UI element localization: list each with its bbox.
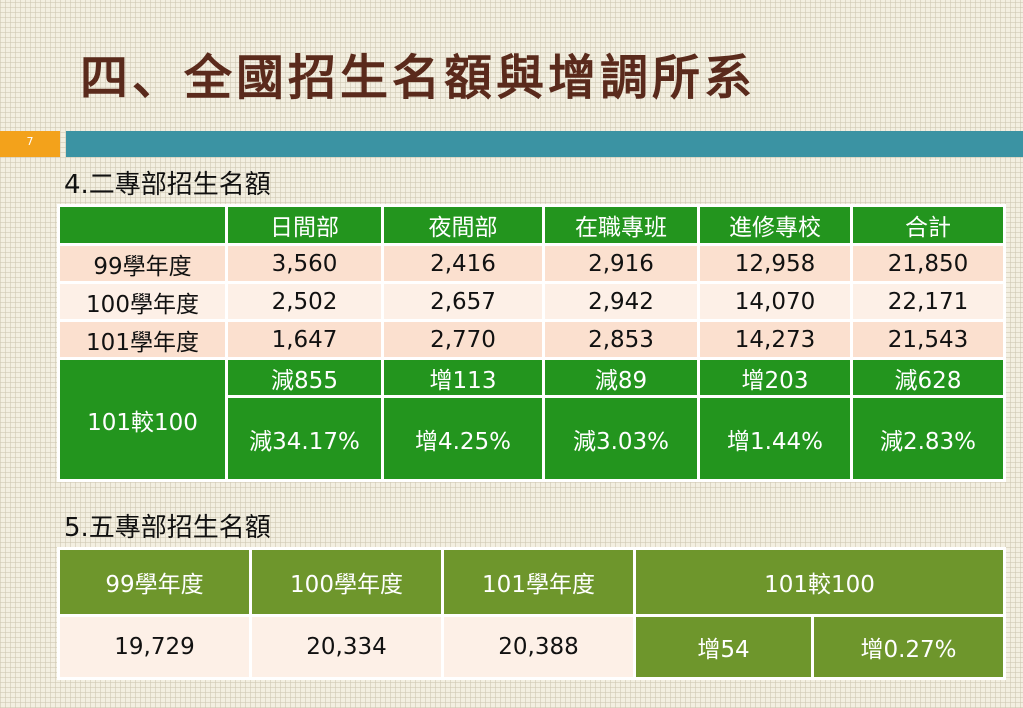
column-header: 進修專校: [697, 204, 853, 246]
table-cell: 3,560: [225, 243, 384, 284]
table-cell: 2,416: [381, 243, 545, 284]
column-header: 101學年度: [441, 547, 636, 617]
page-title: 四、全國招生名額與增調所系: [80, 50, 757, 106]
table-cell: 20,388: [441, 614, 636, 680]
section-heading-five-year: 5.五專部招生名額: [64, 513, 271, 543]
table-cell: 2,502: [225, 281, 384, 322]
page-number-badge: 7: [0, 131, 60, 157]
change-cell: 減89: [542, 357, 700, 398]
table-cell: 21,543: [850, 319, 1006, 360]
row-label: 101學年度: [57, 319, 228, 360]
change-cell: 增203: [697, 357, 853, 398]
change-cell: 增54: [633, 614, 814, 680]
table-row: 99學年度 3,560 2,416 2,916 12,958 21,850: [57, 243, 1006, 284]
table-cell: 22,171: [850, 281, 1006, 322]
table-row: 19,729 20,334 20,388 增54 增0.27%: [57, 614, 1006, 680]
column-header: 在職專班: [542, 204, 700, 246]
comparison-percent-row: 減34.17% 增4.25% 減3.03% 增1.44% 減2.83%: [59, 395, 1006, 482]
column-header: 100學年度: [249, 547, 444, 617]
table-cell: 19,729: [57, 614, 252, 680]
header-corner-cell: [57, 204, 228, 246]
percent-cell: 增0.27%: [811, 614, 1006, 680]
table-row: 100學年度 2,502 2,657 2,942 14,070 22,171: [57, 281, 1006, 322]
table-cell: 2,942: [542, 281, 700, 322]
percent-cell: 增4.25%: [381, 395, 545, 482]
table-row: 101學年度 1,647 2,770 2,853 14,273 21,543: [57, 319, 1006, 360]
percent-cell: 減2.83%: [850, 395, 1006, 482]
table-cell: 1,647: [225, 319, 384, 360]
row-label: 100學年度: [57, 281, 228, 322]
column-header: 夜間部: [381, 204, 545, 246]
comparison-label: 101較100: [57, 357, 228, 482]
table-cell: 2,770: [381, 319, 545, 360]
table-cell: 14,070: [697, 281, 853, 322]
table-cell: 20,334: [249, 614, 444, 680]
table-cell: 2,916: [542, 243, 700, 284]
table-cell: 2,853: [542, 319, 700, 360]
column-header: 101較100: [633, 547, 1006, 617]
section-heading-two-year: 4.二專部招生名額: [64, 170, 271, 200]
change-cell: 增113: [381, 357, 545, 398]
table-cell: 2,657: [381, 281, 545, 322]
table-cell: 14,273: [697, 319, 853, 360]
column-header: 合計: [850, 204, 1006, 246]
column-header: 日間部: [225, 204, 384, 246]
percent-cell: 增1.44%: [697, 395, 853, 482]
percent-cell: 減3.03%: [542, 395, 700, 482]
title-divider-bar: [66, 131, 1023, 157]
table-header-row: 99學年度 100學年度 101學年度 101較100: [57, 547, 1006, 617]
table-cell: 21,850: [850, 243, 1006, 284]
change-cell: 減855: [225, 357, 384, 398]
table-header-row: 日間部 夜間部 在職專班 進修專校 合計: [57, 204, 1006, 246]
two-year-enrollment-table: 日間部 夜間部 在職專班 進修專校 合計 99學年度 3,560 2,416 2…: [57, 204, 1006, 482]
column-header: 99學年度: [57, 547, 252, 617]
percent-cell: 減34.17%: [225, 395, 384, 482]
comparison-change-row: 101較100 減855 增113 減89 增203 減628: [57, 357, 1006, 482]
change-cell: 減628: [850, 357, 1006, 398]
row-label: 99學年度: [57, 243, 228, 284]
table-cell: 12,958: [697, 243, 853, 284]
five-year-enrollment-table: 99學年度 100學年度 101學年度 101較100 19,729 20,33…: [57, 547, 1006, 680]
